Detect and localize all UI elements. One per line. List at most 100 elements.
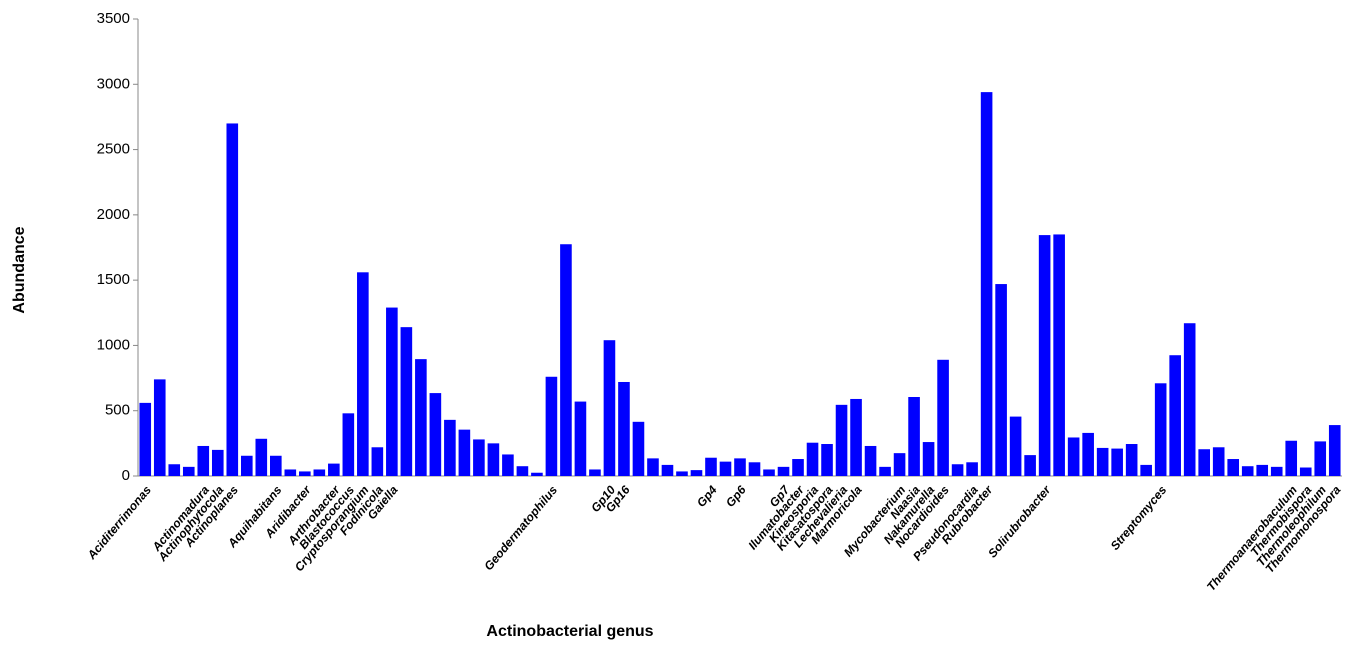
bar (415, 359, 427, 476)
bar (139, 402, 152, 476)
bar (705, 457, 717, 476)
bar (560, 244, 572, 476)
bar (1082, 432, 1094, 476)
bar (647, 458, 659, 476)
bar (734, 458, 746, 476)
x-tick-label: Aciditerrimonas (84, 483, 154, 563)
bar (545, 376, 558, 476)
bar (429, 393, 442, 476)
bar (995, 284, 1007, 476)
bar (763, 469, 775, 476)
bar (618, 381, 630, 476)
bar (386, 307, 398, 476)
bar (777, 466, 790, 476)
bar (966, 462, 978, 476)
bar (1285, 440, 1298, 476)
bar (1270, 466, 1283, 476)
bar (1111, 448, 1123, 476)
bar (1241, 466, 1254, 476)
bar (284, 469, 297, 476)
bar (748, 462, 761, 476)
y-tick-label: 3500 (97, 10, 130, 27)
x-tick-label: Streptomyces (1108, 483, 1170, 553)
bar (1328, 425, 1341, 476)
y-tick-label: 2000 (97, 206, 130, 223)
bar (589, 469, 601, 476)
bar (1140, 464, 1152, 476)
bar (690, 470, 703, 476)
bar (313, 469, 326, 476)
bar (937, 359, 949, 476)
bar (980, 92, 993, 477)
y-tick-label: 3000 (97, 75, 130, 92)
bar (676, 471, 688, 476)
bar (473, 439, 485, 476)
y-tick-label: 2500 (97, 141, 130, 158)
bar (806, 442, 819, 476)
bar (1183, 323, 1196, 476)
bar (226, 123, 239, 476)
bar (1024, 455, 1036, 476)
bar (879, 466, 891, 476)
bar (1067, 437, 1080, 476)
bar (342, 413, 355, 476)
bar (835, 404, 848, 476)
y-tick-label: 0 (122, 467, 130, 484)
bar (922, 442, 935, 476)
bar (908, 397, 920, 476)
y-tick-label: 500 (105, 402, 130, 419)
x-tick-label: Solirubrobacter (985, 482, 1054, 560)
x-tick-label: Gp6 (723, 483, 749, 510)
bar (153, 379, 166, 476)
bar (1212, 447, 1225, 476)
x-tick-label: Geodermatophilus (481, 483, 560, 573)
y-axis-title: Abundance (11, 226, 28, 313)
bar (1227, 459, 1240, 476)
bar (1299, 467, 1312, 476)
bar (1053, 234, 1065, 476)
bar (1256, 464, 1269, 476)
bar (1169, 355, 1181, 476)
bar (444, 419, 456, 476)
y-tick-label: 1500 (97, 271, 130, 288)
bar (821, 444, 833, 476)
bar (531, 472, 543, 476)
bar (951, 464, 964, 476)
bar (1314, 441, 1327, 476)
bar (371, 447, 384, 476)
bar (502, 454, 514, 476)
bar (574, 401, 587, 476)
bar (255, 438, 268, 476)
bar (661, 464, 674, 476)
bar (328, 463, 340, 476)
bar (270, 455, 282, 476)
bar (487, 443, 500, 476)
bar (1198, 449, 1210, 476)
y-tick-label: 1000 (97, 336, 130, 353)
bar (632, 421, 645, 476)
bar (1096, 447, 1109, 476)
bar (603, 340, 616, 476)
bar (1038, 235, 1051, 476)
bar (197, 445, 210, 476)
bar (864, 445, 877, 476)
bar (240, 455, 253, 476)
bar (357, 272, 369, 476)
bar (400, 327, 413, 476)
bar (516, 466, 529, 476)
bar (1125, 444, 1138, 476)
bar (299, 471, 311, 476)
bar (458, 429, 471, 476)
bar (792, 459, 804, 476)
bar (719, 461, 732, 476)
x-axis-title: Actinobacterial genus (486, 623, 653, 640)
bar (850, 398, 862, 476)
bar (893, 453, 906, 476)
x-tick-label: Gp4 (694, 483, 720, 510)
bar (168, 464, 181, 476)
bar (1009, 416, 1022, 476)
bar (182, 466, 195, 476)
bar (1154, 383, 1167, 476)
bar (211, 449, 224, 476)
